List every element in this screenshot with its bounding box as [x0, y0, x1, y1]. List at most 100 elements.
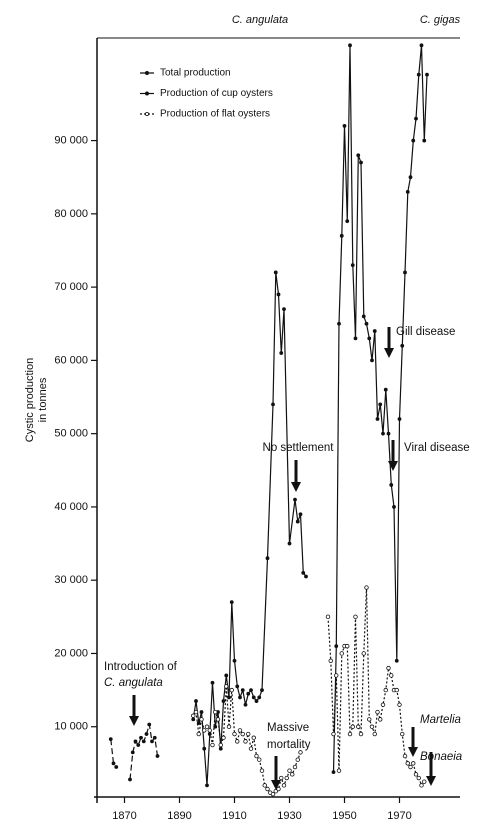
- data-point: [133, 739, 138, 744]
- data-point: [334, 644, 339, 649]
- annotation: C. angulata: [104, 677, 163, 689]
- data-point: [298, 512, 303, 517]
- data-point: [375, 417, 380, 421]
- data-point: [260, 688, 264, 692]
- data-point: [345, 643, 350, 649]
- legend-marker: [144, 71, 149, 76]
- data-point: [227, 695, 231, 700]
- data-point: [325, 614, 331, 620]
- annotation-arrowhead: [388, 461, 398, 471]
- data-point: [350, 263, 355, 268]
- data-point: [386, 431, 391, 436]
- data-point: [347, 731, 353, 737]
- data-point: [425, 72, 429, 77]
- data-point: [403, 270, 407, 275]
- data-point: [422, 138, 427, 143]
- data-point: [257, 757, 262, 762]
- data-point: [367, 336, 372, 341]
- data-point: [331, 770, 336, 775]
- data-point: [243, 739, 248, 744]
- data-point: [394, 687, 399, 693]
- data-point: [243, 702, 248, 707]
- annotation: Viral disease: [404, 442, 470, 454]
- data-point: [204, 724, 210, 729]
- data-point: [295, 757, 300, 762]
- data-point: [235, 739, 240, 744]
- data-point: [224, 684, 229, 689]
- data-point: [251, 735, 256, 740]
- data-point: [336, 768, 342, 773]
- data-point: [293, 497, 297, 502]
- data-point: [152, 735, 157, 740]
- data-point: [364, 585, 369, 590]
- data-point: [328, 658, 333, 663]
- y-axis-label-line: Cystic production: [24, 358, 36, 442]
- data-point: [386, 665, 391, 671]
- data-point: [402, 753, 408, 759]
- data-point: [205, 783, 209, 788]
- data-point: [369, 724, 375, 729]
- data-point: [218, 746, 223, 751]
- data-point: [249, 688, 253, 692]
- data-point: [383, 687, 388, 693]
- data-point: [342, 124, 347, 128]
- data-point: [191, 717, 196, 722]
- data-point: [375, 709, 380, 715]
- data-point: [265, 556, 270, 561]
- data-point: [339, 233, 344, 238]
- data-point: [414, 116, 418, 121]
- data-point: [150, 739, 154, 744]
- data-point: [394, 658, 399, 663]
- data-point: [279, 775, 284, 781]
- data-point: [199, 710, 204, 714]
- data-point: [358, 731, 364, 737]
- data-point: [389, 483, 394, 487]
- x-tick-label: 1910: [222, 810, 246, 822]
- legend-label: Total production: [160, 68, 231, 79]
- data-point: [246, 731, 251, 737]
- annotation-arrowhead: [384, 348, 394, 358]
- data-point: [229, 687, 234, 693]
- y-axis-label: Cystic production in tonnes: [24, 358, 49, 442]
- data-point: [196, 731, 201, 737]
- annotation: C. gigas: [420, 14, 461, 26]
- data-point: [356, 724, 361, 729]
- data-point: [210, 680, 215, 685]
- data-point: [359, 160, 363, 165]
- data-point: [218, 742, 223, 748]
- data-point: [221, 735, 226, 740]
- data-point: [331, 731, 336, 737]
- data-point: [284, 775, 289, 781]
- x-tick-label: 1870: [112, 810, 136, 822]
- data-point: [139, 735, 143, 740]
- data-point: [238, 695, 242, 700]
- data-point: [235, 684, 240, 689]
- data-point: [276, 292, 281, 297]
- data-point: [108, 737, 113, 742]
- data-point: [408, 764, 413, 770]
- data-point: [405, 761, 410, 766]
- data-point: [246, 691, 251, 696]
- data-point: [397, 417, 402, 421]
- data-point: [144, 732, 149, 736]
- y-axis-label-line: in tonnes: [37, 377, 49, 422]
- data-point: [411, 138, 416, 143]
- data-point: [221, 699, 226, 703]
- data-point: [292, 764, 298, 770]
- y-tick-label: 10 000: [54, 721, 88, 733]
- data-point: [419, 783, 424, 788]
- annotation: No settlement: [263, 442, 335, 454]
- data-point: [193, 709, 199, 715]
- data-point: [254, 699, 259, 703]
- data-point: [271, 402, 275, 407]
- data-point: [370, 358, 374, 363]
- annotation: Gill disease: [396, 326, 455, 338]
- y-tick-label: 20 000: [54, 647, 88, 659]
- data-point: [210, 742, 215, 748]
- data-point: [380, 702, 386, 707]
- data-point: [136, 743, 141, 747]
- data-point: [348, 43, 352, 48]
- data-point: [226, 724, 232, 729]
- data-point: [392, 505, 396, 509]
